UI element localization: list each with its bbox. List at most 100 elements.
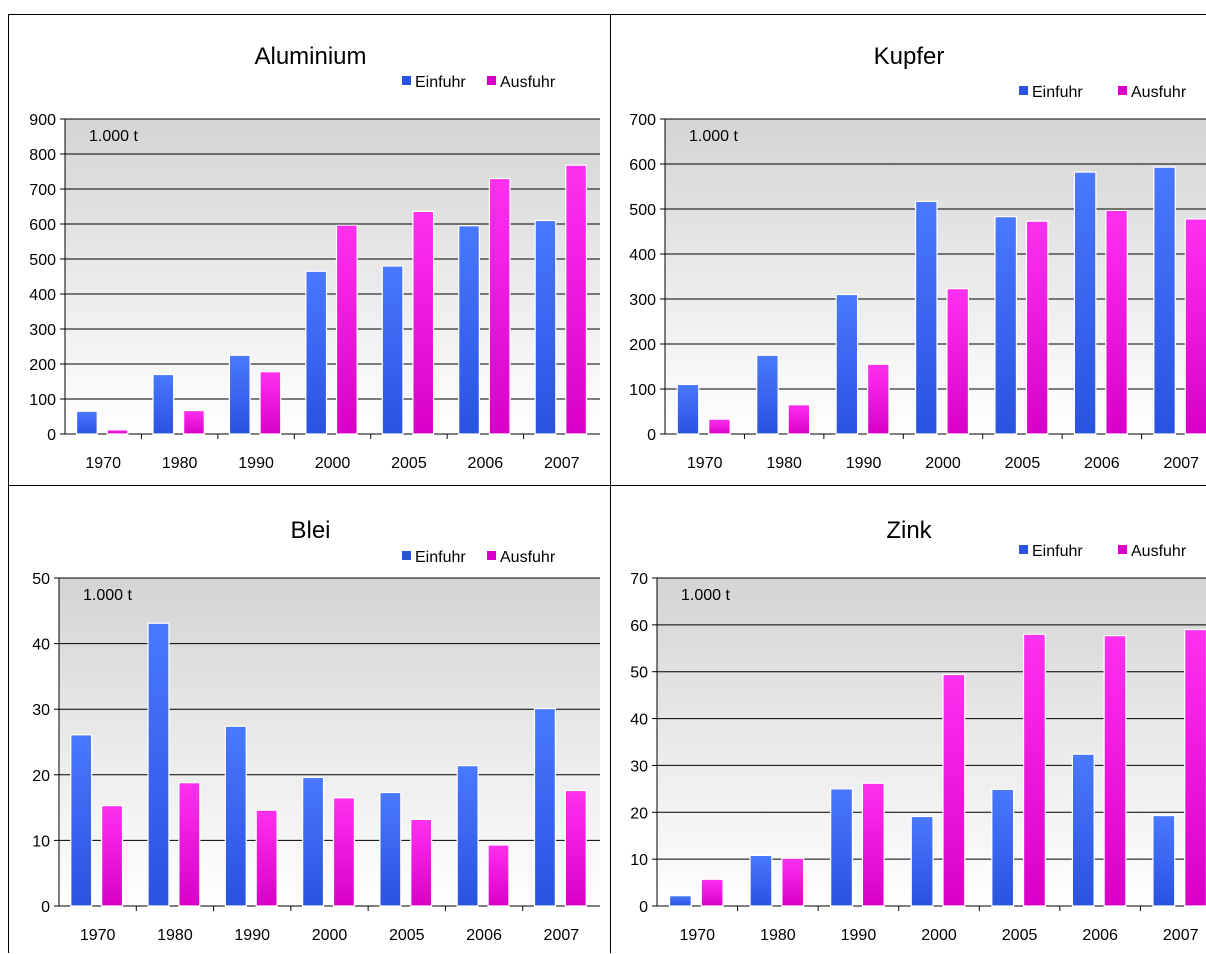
bar-einfuhr-1970	[70, 734, 93, 907]
y-tick-label: 40	[630, 712, 648, 729]
y-tick-label: 600	[629, 157, 656, 174]
x-tick-label: 2000	[925, 455, 961, 472]
bar-einfuhr-1990	[228, 354, 251, 435]
legend-swatch-einfuhr	[1019, 545, 1028, 554]
legend-swatch-ausfuhr	[487, 76, 496, 85]
bar-einfuhr-2006	[456, 765, 479, 907]
x-tick-label: 1990	[841, 927, 877, 944]
y-tick-label: 10	[630, 852, 648, 869]
y-tick-label: 70	[630, 571, 648, 588]
bar-ausfuhr-1990	[861, 782, 885, 907]
bar-einfuhr-2000	[302, 776, 325, 907]
bar-einfuhr-1980	[756, 354, 779, 435]
bar-einfuhr-1970	[676, 383, 700, 435]
bar-einfuhr-1990	[224, 725, 247, 907]
chart-title: Zink	[886, 517, 932, 544]
bar-einfuhr-1990	[835, 293, 859, 435]
x-tick-label: 2007	[544, 927, 580, 944]
bar-ausfuhr-2000	[332, 797, 355, 907]
x-tick-label: 1970	[80, 927, 116, 944]
x-tick-label: 1980	[760, 927, 796, 944]
y-tick-label: 50	[32, 571, 50, 588]
x-tick-label: 1970	[679, 927, 715, 944]
bar-ausfuhr-2000	[942, 673, 966, 907]
bar-ausfuhr-2007	[1184, 218, 1206, 435]
y-tick-label: 0	[639, 899, 648, 916]
y-tick-label: 400	[29, 287, 56, 304]
y-tick-label: 100	[629, 382, 656, 399]
y-tick-label: 700	[29, 182, 56, 199]
legend-swatch-einfuhr	[1019, 86, 1028, 95]
y-tick-label: 600	[29, 217, 56, 234]
bar-ausfuhr-1980	[787, 404, 811, 435]
bar-einfuhr-1980	[152, 373, 175, 435]
bar-einfuhr-2007	[1152, 814, 1176, 907]
y-tick-label: 700	[629, 112, 656, 129]
bar-einfuhr-2007	[1153, 166, 1176, 435]
legend-label-einfuhr: Einfuhr	[415, 549, 466, 566]
x-tick-label: 2005	[391, 455, 427, 472]
legend-swatch-ausfuhr	[1118, 545, 1127, 554]
chart-svg: Kupfer Einfuhr Ausfuhr 0 100 200 300 400 500 600 7…	[629, 43, 1206, 472]
y-tick-label: 50	[630, 665, 648, 682]
x-tick-label: 2005	[1005, 455, 1041, 472]
y-tick-label: 20	[630, 805, 648, 822]
bar-ausfuhr-2005	[410, 818, 433, 907]
legend-swatch-ausfuhr	[1118, 86, 1127, 95]
bar-ausfuhr-2006	[1103, 635, 1127, 907]
bar-einfuhr-2005	[381, 265, 404, 435]
y-tick-label: 0	[41, 899, 50, 916]
x-tick-label: 2000	[312, 927, 348, 944]
bar-einfuhr-2006	[1071, 753, 1095, 907]
x-tick-label: 1980	[157, 927, 193, 944]
chart-svg: Blei Einfuhr Ausfuhr 0 10 20 30 40 50 1.000 t 1970…	[32, 517, 600, 944]
y-tick-label: 300	[29, 322, 56, 339]
legend-label-einfuhr: Einfuhr	[415, 74, 466, 91]
bar-einfuhr-2007	[534, 219, 557, 435]
y-tick-label: 10	[32, 833, 50, 850]
chart-panel-kupfer: Kupfer Einfuhr Ausfuhr 0 100 200 300 400 500 600 7…	[610, 14, 1206, 486]
y-tick-label: 500	[629, 202, 656, 219]
bar-ausfuhr-2005	[1025, 220, 1049, 435]
x-tick-label: 2005	[1002, 927, 1038, 944]
bar-einfuhr-2006	[1073, 171, 1097, 435]
bar-ausfuhr-1990	[255, 809, 278, 907]
chart-title: Aluminium	[254, 43, 366, 70]
bar-ausfuhr-2000	[335, 224, 358, 435]
bar-ausfuhr-1980	[781, 857, 805, 907]
bar-ausfuhr-1980	[178, 782, 201, 907]
x-tick-label: 1980	[766, 455, 802, 472]
chart-svg: Aluminium Einfuhr Ausfuhr 0 100 200 300 400 500 6…	[29, 43, 600, 472]
y-tick-label: 400	[629, 247, 656, 264]
bar-ausfuhr-2005	[1022, 633, 1046, 907]
x-tick-label: 2006	[1082, 927, 1118, 944]
bar-einfuhr-2000	[914, 200, 938, 435]
bar-einfuhr-2005	[994, 216, 1018, 435]
bar-ausfuhr-1970	[106, 429, 129, 435]
legend-swatch-einfuhr	[402, 76, 411, 85]
x-tick-label: 1990	[234, 927, 270, 944]
legend-label-einfuhr: Einfuhr	[1032, 84, 1083, 101]
plot-area	[65, 119, 600, 434]
x-tick-label: 2006	[1084, 455, 1120, 472]
bar-ausfuhr-2007	[1184, 628, 1206, 907]
chart-svg: Zink Einfuhr Ausfuhr 0 10 20 30 40 50 60 70 1.000 t…	[630, 517, 1206, 944]
bar-einfuhr-2000	[910, 815, 934, 907]
x-tick-label: 2007	[1163, 455, 1199, 472]
bar-einfuhr-2006	[458, 225, 480, 435]
y-tick-label: 0	[47, 427, 56, 444]
y-tick-label: 30	[630, 758, 648, 775]
bar-einfuhr-2007	[533, 707, 556, 907]
x-tick-label: 2000	[315, 455, 351, 472]
legend-swatch-ausfuhr	[487, 551, 496, 560]
bar-ausfuhr-1990	[259, 371, 282, 435]
bar-ausfuhr-2005	[412, 210, 435, 435]
chart-panel-zink: Zink Einfuhr Ausfuhr 0 10 20 30 40 50 60 70 1.000 t…	[610, 485, 1206, 953]
plot-area	[59, 578, 600, 906]
unit-label: 1.000 t	[689, 128, 738, 145]
x-tick-label: 1990	[238, 455, 274, 472]
bar-ausfuhr-2006	[488, 177, 511, 435]
x-tick-label: 2000	[921, 927, 957, 944]
legend-label-ausfuhr: Ausfuhr	[1131, 84, 1187, 101]
